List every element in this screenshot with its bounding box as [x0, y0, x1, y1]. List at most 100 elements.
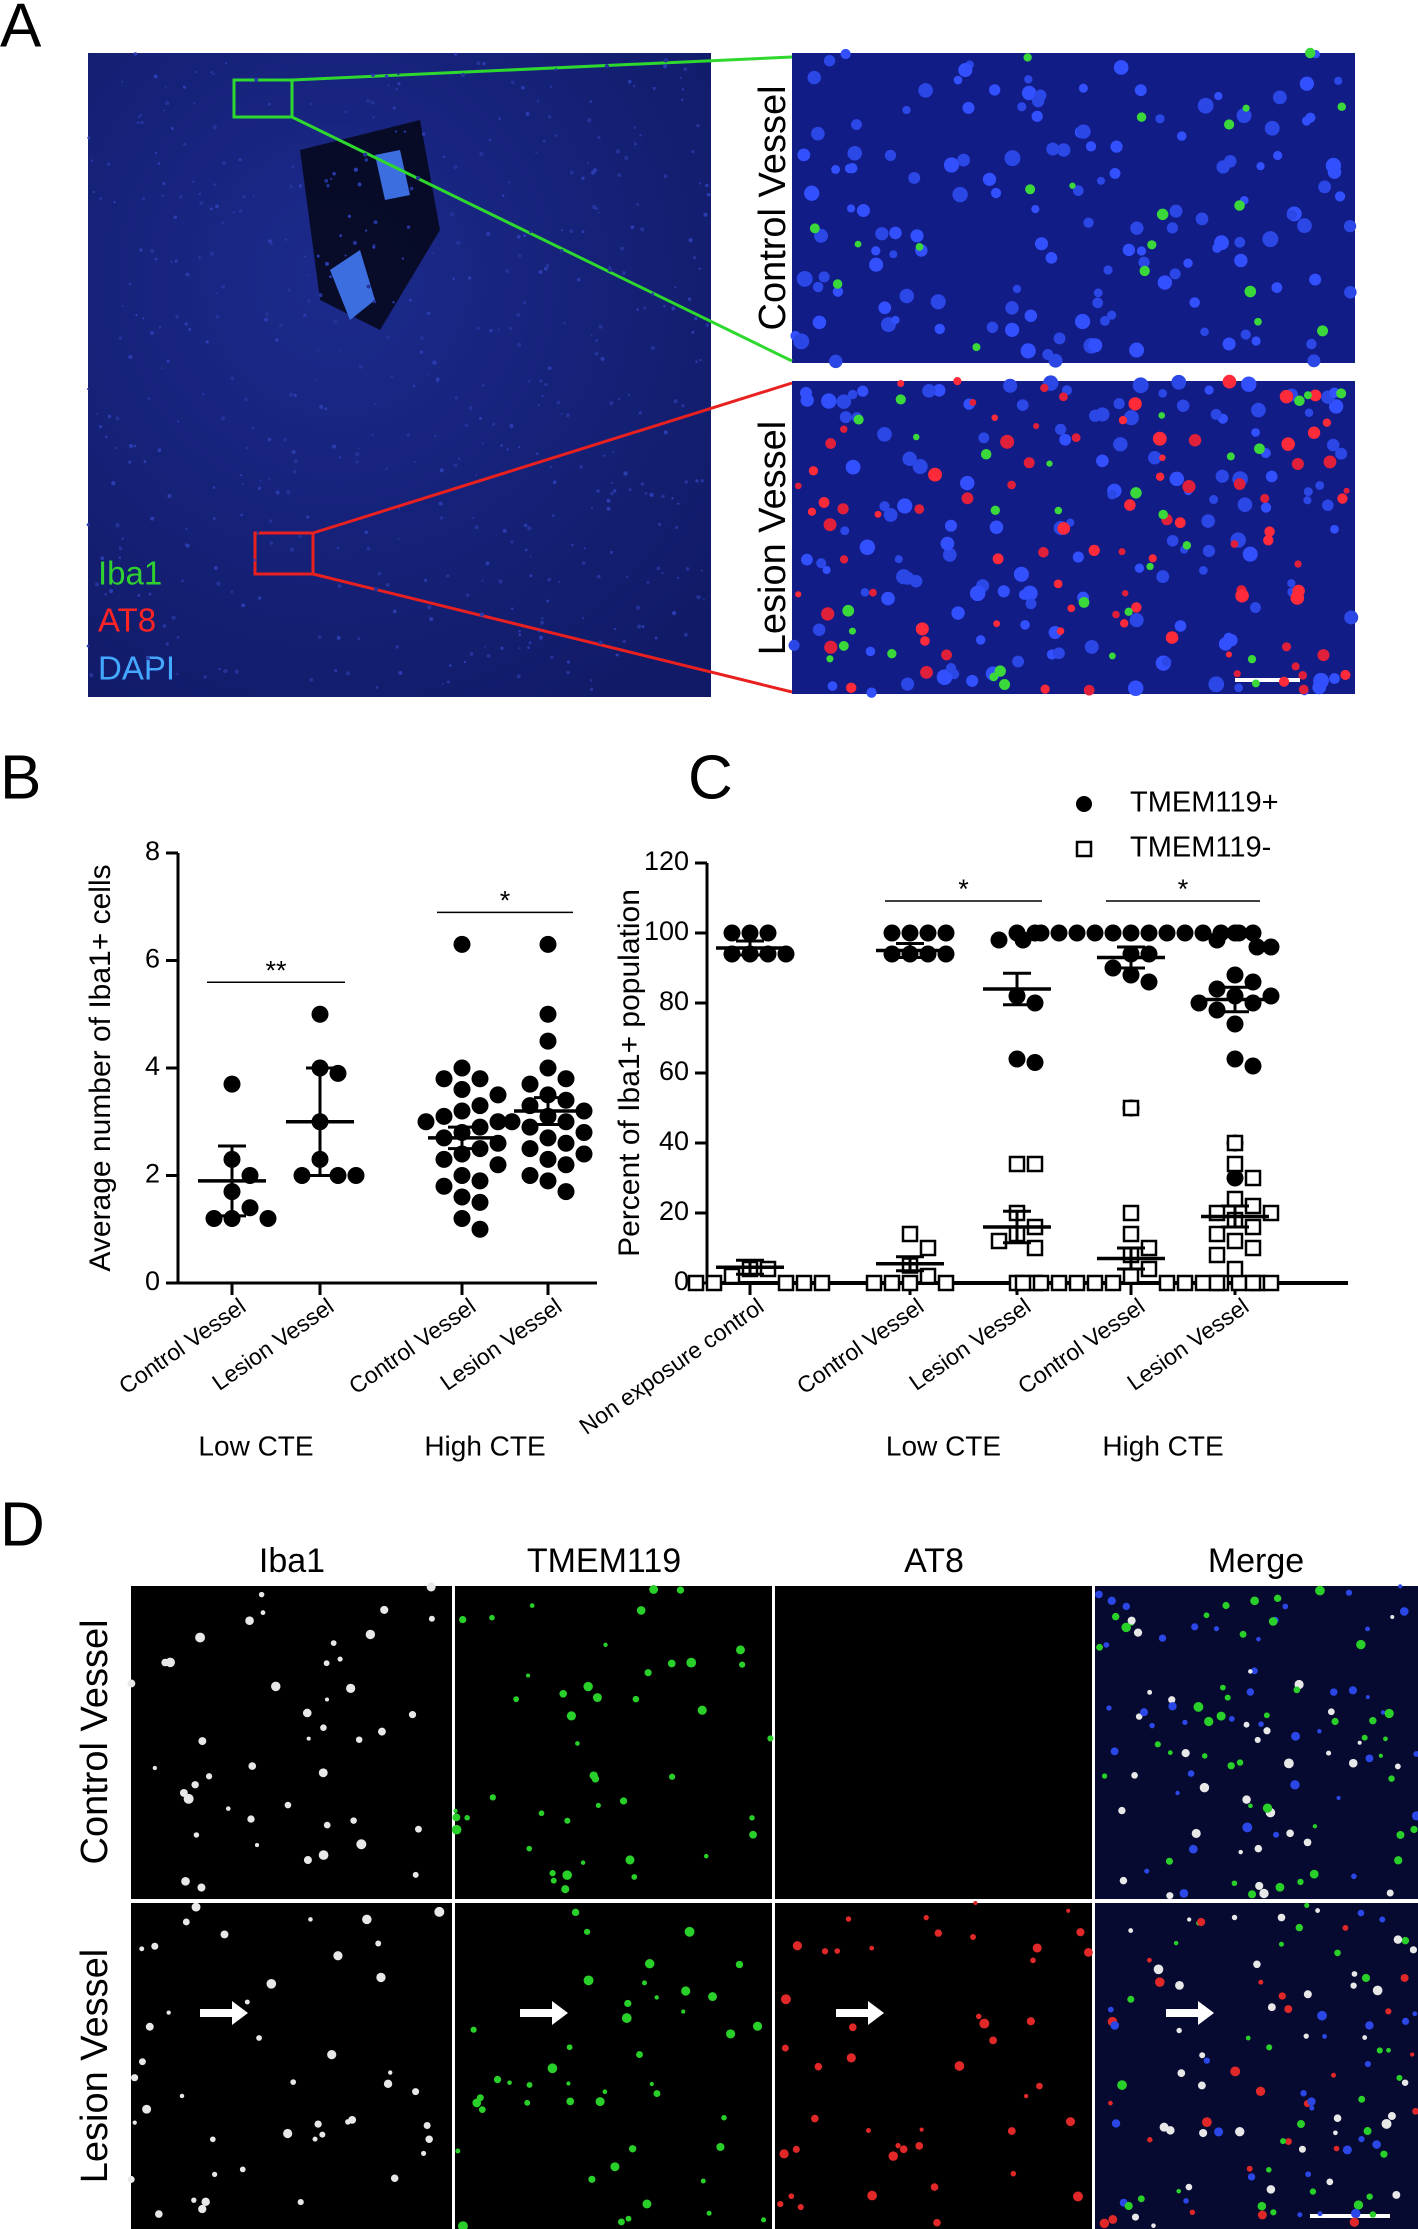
y-tick-label: 100 — [644, 916, 689, 946]
cell — [705, 323, 710, 327]
cell — [1046, 460, 1053, 467]
cell — [398, 670, 403, 675]
cell — [801, 553, 813, 566]
data-point — [471, 1140, 489, 1158]
y-axis-label: Percent of Iba1+ population — [613, 889, 646, 1257]
data-point — [489, 1086, 507, 1104]
cell — [1222, 1601, 1230, 1610]
cell — [895, 394, 906, 405]
cell — [644, 1959, 655, 1969]
cell — [649, 1585, 659, 1594]
cell — [1182, 541, 1192, 550]
data-point — [557, 1070, 575, 1088]
cell — [1072, 185, 1084, 197]
cell — [202, 393, 205, 396]
data-point — [503, 1113, 521, 1131]
cell — [1155, 472, 1165, 481]
cell — [426, 311, 431, 316]
cell — [316, 254, 320, 258]
cell — [897, 379, 905, 387]
cell — [1144, 1868, 1150, 1874]
cell — [150, 516, 155, 521]
cell — [1220, 1684, 1226, 1691]
cell — [1222, 337, 1236, 351]
cell — [426, 373, 430, 376]
cell — [475, 474, 478, 477]
cell — [1214, 235, 1229, 251]
cell — [1132, 377, 1149, 394]
cell — [1364, 2060, 1371, 2068]
cell — [994, 665, 1006, 677]
cell — [854, 240, 862, 248]
cell — [600, 356, 605, 361]
cell — [501, 194, 505, 197]
cell — [1298, 684, 1309, 695]
cell — [1263, 1727, 1271, 1735]
cell — [1007, 480, 1016, 490]
cell — [1284, 2005, 1293, 2014]
cell — [993, 620, 1001, 628]
cell — [807, 70, 821, 85]
cell — [100, 556, 105, 561]
cell — [256, 2035, 262, 2041]
cell — [1380, 2150, 1388, 2158]
cell — [456, 240, 461, 245]
cell — [884, 149, 897, 162]
cell — [518, 647, 521, 650]
cell — [232, 210, 236, 214]
cell — [159, 326, 162, 329]
cell — [318, 635, 322, 639]
cell — [808, 466, 819, 476]
cell — [739, 1661, 746, 1668]
cell — [788, 2193, 795, 2200]
cell — [1398, 1584, 1403, 1589]
cell — [479, 151, 484, 157]
cell — [395, 645, 399, 649]
cell — [1175, 1790, 1180, 1796]
cell — [1413, 1750, 1418, 1757]
cell — [1003, 378, 1018, 393]
cell — [703, 212, 708, 217]
cell — [454, 52, 458, 56]
cell — [834, 1948, 841, 1954]
cell — [137, 594, 141, 597]
cell — [1113, 398, 1125, 410]
data-point — [1176, 924, 1194, 942]
cell — [1139, 1708, 1149, 1717]
cell — [1243, 1721, 1250, 1728]
data-point — [521, 1075, 539, 1093]
cell — [374, 402, 377, 406]
cell — [1134, 84, 1147, 97]
cell — [703, 1853, 709, 1859]
cell — [192, 101, 196, 105]
cell — [1342, 2145, 1352, 2155]
data-point — [1248, 938, 1266, 956]
cell — [195, 1632, 206, 1643]
data-point — [557, 1183, 575, 1201]
cell — [221, 160, 227, 166]
cell — [183, 1793, 194, 1804]
cell — [1293, 1686, 1301, 1694]
cell — [244, 1999, 250, 2005]
cell — [419, 350, 424, 354]
cell — [845, 682, 857, 694]
cell — [541, 394, 544, 398]
cell — [442, 155, 446, 159]
cell — [278, 323, 283, 328]
data-point — [1032, 924, 1050, 942]
cell — [1216, 160, 1230, 174]
cell — [1024, 309, 1038, 323]
cell — [668, 1773, 676, 1780]
cell — [161, 194, 164, 198]
cell — [871, 246, 881, 256]
cell — [1234, 200, 1245, 211]
cell — [1255, 1881, 1264, 1890]
cell — [1122, 1602, 1130, 1611]
cell — [406, 433, 411, 437]
cell — [975, 635, 986, 645]
error-bar — [1003, 1209, 1031, 1245]
cell — [1012, 655, 1025, 668]
row-label: Control Vessel — [752, 85, 794, 330]
cell — [86, 523, 90, 527]
cell — [675, 525, 679, 530]
